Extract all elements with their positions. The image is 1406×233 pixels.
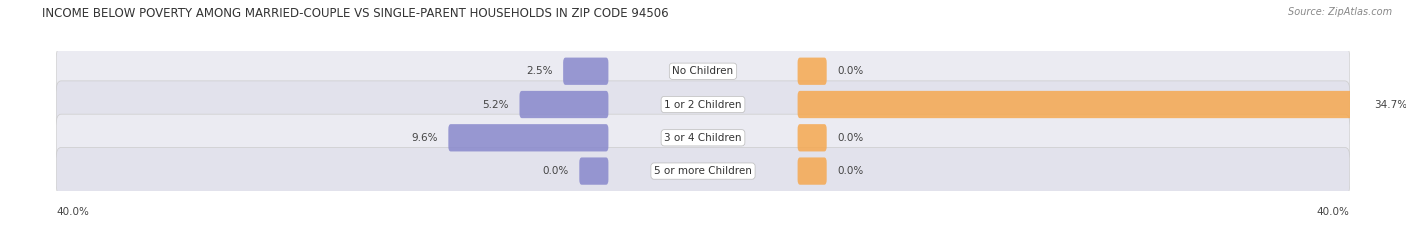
FancyBboxPatch shape [579,158,609,185]
Text: 0.0%: 0.0% [543,166,569,176]
FancyBboxPatch shape [519,91,609,118]
Text: No Children: No Children [672,66,734,76]
Text: 9.6%: 9.6% [412,133,437,143]
Text: 1 or 2 Children: 1 or 2 Children [664,99,742,110]
Text: 0.0%: 0.0% [837,166,863,176]
Text: 5 or more Children: 5 or more Children [654,166,752,176]
Text: 5.2%: 5.2% [482,99,509,110]
FancyBboxPatch shape [449,124,609,151]
Text: 0.0%: 0.0% [837,66,863,76]
Text: 0.0%: 0.0% [837,133,863,143]
FancyBboxPatch shape [797,91,1364,118]
Text: Source: ZipAtlas.com: Source: ZipAtlas.com [1288,7,1392,17]
Text: INCOME BELOW POVERTY AMONG MARRIED-COUPLE VS SINGLE-PARENT HOUSEHOLDS IN ZIP COD: INCOME BELOW POVERTY AMONG MARRIED-COUPL… [42,7,669,20]
FancyBboxPatch shape [797,124,827,151]
FancyBboxPatch shape [797,158,827,185]
Text: 2.5%: 2.5% [526,66,553,76]
Text: 40.0%: 40.0% [56,207,89,217]
Text: 3 or 4 Children: 3 or 4 Children [664,133,742,143]
FancyBboxPatch shape [564,58,609,85]
FancyBboxPatch shape [797,58,827,85]
FancyBboxPatch shape [56,147,1350,195]
Text: 40.0%: 40.0% [1317,207,1350,217]
Text: 34.7%: 34.7% [1374,99,1406,110]
FancyBboxPatch shape [56,48,1350,95]
FancyBboxPatch shape [56,114,1350,161]
FancyBboxPatch shape [56,81,1350,128]
